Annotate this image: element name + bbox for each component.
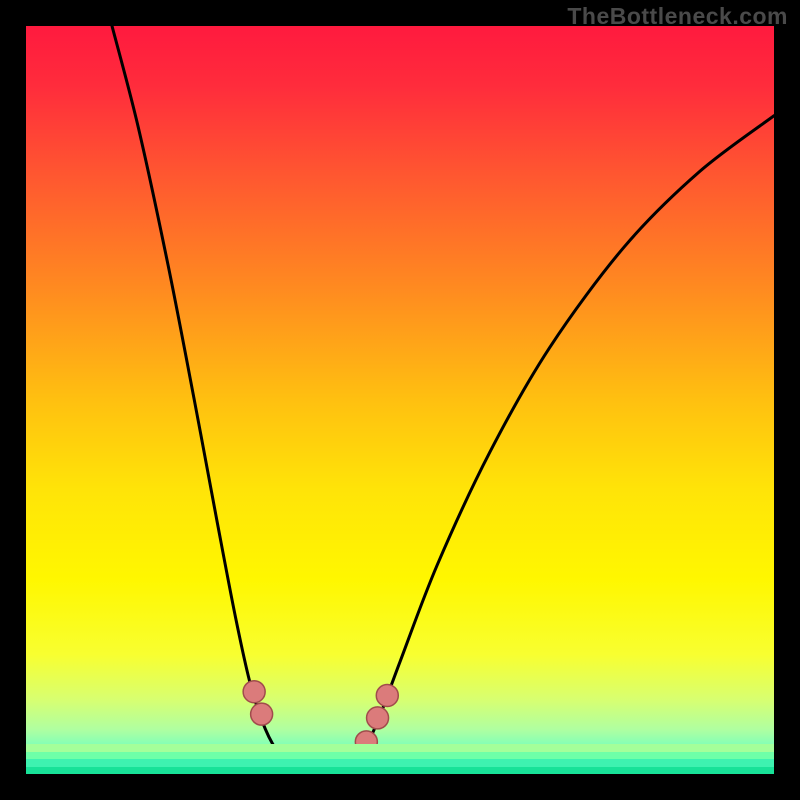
bottleneck-curve [112,26,774,771]
watermark-text: TheBottleneck.com [567,3,788,30]
data-marker [376,684,398,706]
green-band [26,759,774,766]
data-marker [367,707,389,729]
green-band [26,767,774,774]
data-marker [251,703,273,725]
green-band [26,752,774,759]
green-band [26,744,774,751]
plot-area [26,26,774,774]
chart-container: TheBottleneck.com [0,0,800,800]
data-marker [243,681,265,703]
plot-svg [26,26,774,774]
